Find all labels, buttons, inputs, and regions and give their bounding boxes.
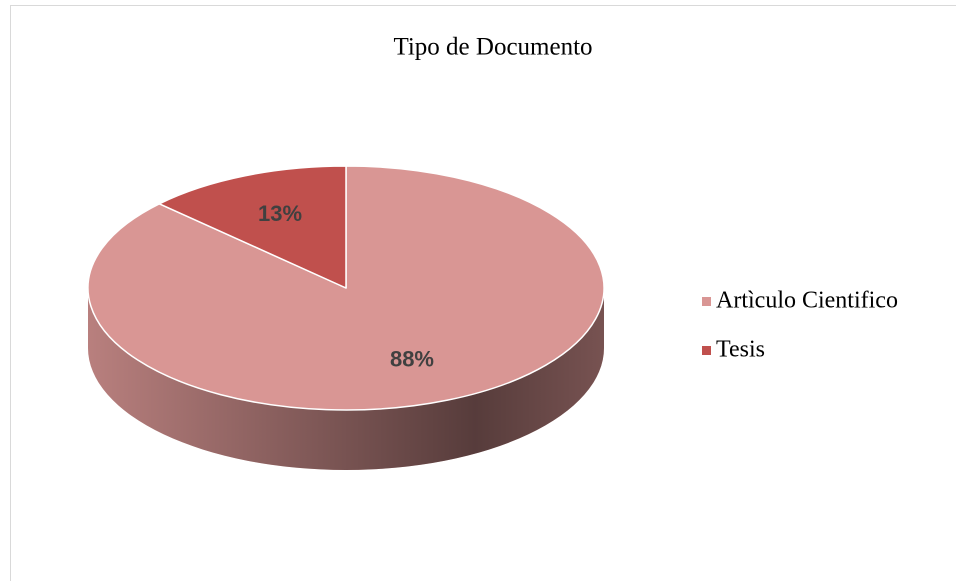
data-label: 13% [258, 201, 302, 226]
legend-label: Artìculo Cientifico [716, 288, 898, 314]
chart-title: Tipo de Documento [393, 34, 592, 61]
legend-swatch [702, 346, 711, 355]
legend-swatch [702, 297, 711, 306]
data-label: 88% [390, 347, 434, 372]
legend-label: Tesis [716, 337, 765, 363]
pie-side-shade [88, 288, 604, 470]
pie-slice [158, 165, 347, 289]
